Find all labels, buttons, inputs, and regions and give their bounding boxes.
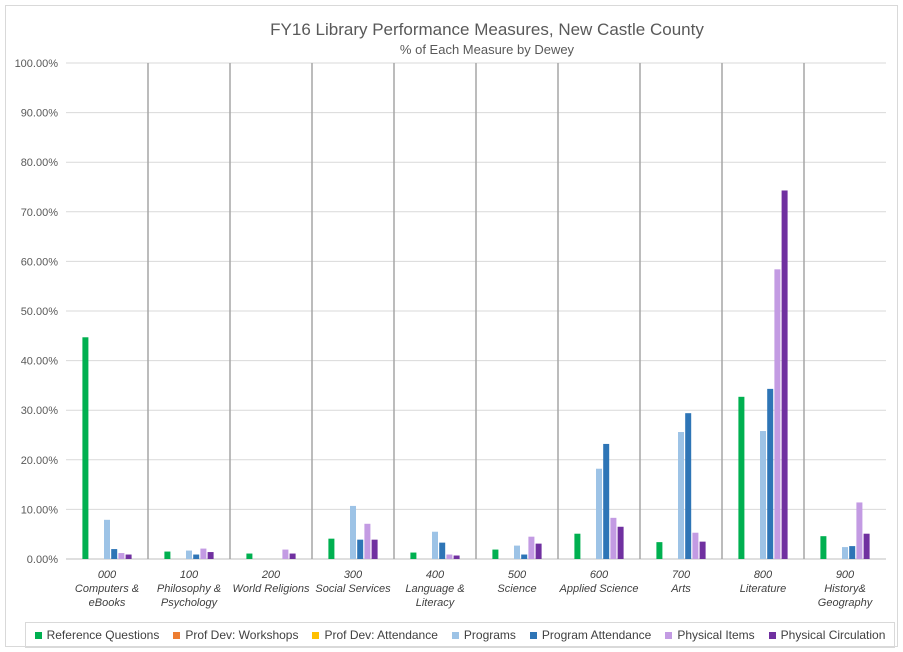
bar [193, 554, 200, 559]
legend-label: Physical Circulation [780, 628, 886, 642]
bar [767, 388, 774, 559]
y-tick-label: 50.00% [21, 306, 59, 318]
bar [186, 550, 192, 559]
legend-entry: Prof Dev: Attendance [312, 628, 438, 642]
legend-swatch [451, 631, 459, 639]
legend-label: Prof Dev: Attendance [324, 628, 438, 642]
legend-entry: Reference Questions [34, 628, 160, 642]
y-tick-label: 30.00% [21, 405, 59, 417]
legend-entry: Physical Circulation [768, 628, 886, 642]
bar [849, 546, 856, 559]
bar [820, 536, 827, 559]
legend-label: Programs [463, 628, 516, 642]
bar [371, 539, 378, 559]
legend-swatch [665, 631, 673, 639]
y-tick-label: 70.00% [21, 207, 59, 219]
legend-swatch [173, 631, 181, 639]
chart-area: FY16 Library Performance Measures, New C… [5, 5, 898, 648]
bar [574, 533, 581, 559]
y-tick-label: 80.00% [21, 157, 59, 169]
bar [699, 541, 706, 559]
legend-label: Program Attendance [541, 628, 652, 642]
y-tick-label: 90.00% [21, 108, 59, 120]
chart-title: FY16 Library Performance Measures, New C… [270, 20, 704, 39]
bar-chart: FY16 Library Performance Measures, New C… [15, 20, 886, 609]
bar [104, 519, 110, 559]
bar [692, 532, 699, 559]
legend-entry: Programs [451, 628, 516, 642]
bar [842, 547, 848, 559]
bar [439, 542, 446, 559]
bar [111, 549, 118, 559]
bar [289, 553, 296, 559]
bar [535, 543, 542, 559]
bar [760, 431, 766, 559]
bar [82, 337, 89, 559]
category-separators [147, 63, 805, 559]
x-tick-label: 900 History& Geography [818, 569, 874, 609]
x-tick-label: 400 Language & Literacy [405, 569, 464, 609]
x-tick-label: 000 Computers & eBooks [75, 569, 139, 609]
bars [82, 190, 870, 560]
bar [200, 548, 207, 559]
y-tick-label: 20.00% [21, 455, 59, 467]
bar [617, 526, 624, 559]
bar [328, 538, 335, 559]
legend-swatch [312, 631, 320, 639]
bar [596, 468, 602, 559]
bar [863, 533, 870, 559]
bar [282, 549, 289, 559]
bar [738, 396, 745, 559]
bar [678, 432, 684, 559]
bar [125, 554, 132, 559]
y-tick-label: 10.00% [21, 504, 59, 516]
bar [453, 555, 460, 559]
legend-label: Prof Dev: Workshops [185, 628, 299, 642]
y-axis-tick-labels: 0.00% 10.00% 20.00% 30.00% 40.00% 50.00% 60.00… [15, 58, 59, 566]
y-tick-label: 100.00% [15, 58, 59, 70]
x-tick-label: 500 Science [497, 569, 536, 595]
legend: Reference Questions Prof Dev: Workshops Pr… [25, 622, 895, 648]
bar [610, 517, 617, 559]
bar [685, 413, 692, 559]
bar [446, 554, 453, 559]
y-tick-label: 60.00% [21, 256, 59, 268]
bar [357, 539, 364, 559]
x-tick-label: 200 World Religions [232, 569, 310, 595]
bar [774, 269, 781, 559]
legend-label: Physical Items [677, 628, 755, 642]
legend-swatch [34, 631, 42, 639]
x-tick-label: 300 Social Services [315, 569, 391, 595]
bar [856, 502, 863, 559]
bar [432, 531, 438, 559]
bar [410, 552, 417, 559]
y-tick-label: 0.00% [27, 554, 58, 566]
bar [364, 523, 371, 559]
bar [521, 554, 528, 559]
bar [492, 549, 499, 559]
legend-entry: Program Attendance [529, 628, 652, 642]
bar [781, 190, 788, 560]
legend-entry: Physical Items [665, 628, 755, 642]
x-tick-label: 600 Applied Science [559, 569, 639, 595]
legend-entry: Prof Dev: Workshops [173, 628, 298, 642]
legend-label: Reference Questions [46, 628, 160, 642]
x-tick-label: 100 Philosophy & Psychology [157, 569, 221, 609]
bar [528, 536, 535, 559]
bar [118, 553, 125, 559]
x-axis-tick-labels: 000 Computers & eBooks 100 Philosophy & Psych… [75, 569, 874, 609]
y-tick-label: 40.00% [21, 356, 59, 368]
bar [246, 553, 253, 559]
x-tick-label: 700 Arts [670, 569, 691, 595]
bar [350, 505, 356, 559]
legend-swatch [768, 631, 776, 639]
bar [164, 551, 171, 559]
bar [514, 545, 520, 559]
bar [656, 542, 663, 559]
bar [603, 443, 610, 559]
bar [207, 552, 214, 559]
x-tick-label: 800 Literature [740, 569, 786, 595]
legend-swatch [529, 631, 537, 639]
chart-subtitle: % of Each Measure by Dewey [400, 42, 575, 57]
